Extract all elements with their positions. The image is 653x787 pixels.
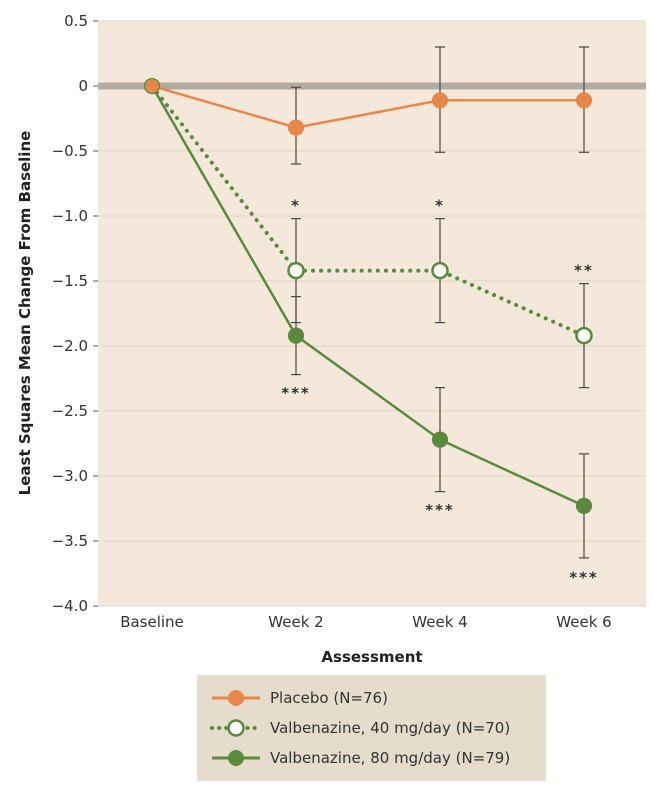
y-tick-label: −0.5 <box>52 142 88 160</box>
legend-item-valbenazine-80: Valbenazine, 80 mg/day (N=79) <box>212 749 510 767</box>
x-tick-label: Week 4 <box>412 613 467 631</box>
y-tick-label: 0.5 <box>64 12 88 30</box>
series-markers <box>143 77 593 514</box>
series-line-2 <box>150 85 585 508</box>
significance-markers: * ************ <box>281 197 599 587</box>
significance-mark: *** <box>569 568 599 586</box>
x-tick-label: Baseline <box>120 613 184 631</box>
y-tick-label: −2.0 <box>52 337 88 355</box>
significance-mark: *** <box>281 384 311 402</box>
y-tick-label: −3.0 <box>52 467 88 485</box>
legend-label-valbenazine-80: Valbenazine, 80 mg/day (N=79) <box>270 749 510 767</box>
x-axis-title: Assessment <box>321 648 422 666</box>
significance-mark: * <box>291 197 301 215</box>
legend-marker-placebo <box>228 690 244 706</box>
x-tick-label: Week 2 <box>268 613 323 631</box>
significance-mark: *** <box>425 501 455 519</box>
zero-reference-line <box>98 82 646 90</box>
legend-label-placebo: Placebo (N=76) <box>270 689 388 707</box>
significance-mark: * <box>435 197 445 215</box>
legend-marker-valbenazine-40 <box>227 719 245 737</box>
data-point-series-0 <box>575 92 593 109</box>
x-tick-label: Week 6 <box>556 613 611 631</box>
y-tick-label: −1.5 <box>52 272 88 290</box>
y-axis-title: Least Squares Mean Change From Baseline <box>16 131 34 496</box>
data-point-series-2 <box>575 497 593 514</box>
legend-item-valbenazine-40: Valbenazine, 40 mg/day (N=70) <box>210 719 510 737</box>
data-point-series-0 <box>143 77 161 95</box>
plot-area: * ************ <box>98 20 646 607</box>
legend-label-valbenazine-40: Valbenazine, 40 mg/day (N=70) <box>270 719 510 737</box>
data-point-series-1 <box>431 261 449 280</box>
y-tick-label: −4.0 <box>52 597 88 615</box>
significance-mark: ** <box>574 262 594 280</box>
series-line-1 <box>150 84 586 338</box>
plot-background <box>98 21 646 606</box>
data-point-series-2 <box>287 327 305 344</box>
data-point-series-0 <box>431 92 449 109</box>
x-axis-ticks: Baseline Week 2 Week 4 Week 6 <box>120 613 612 631</box>
series-line-0 <box>151 84 584 129</box>
data-point-series-1 <box>287 261 305 280</box>
y-tick-label: −1.0 <box>52 207 88 225</box>
legend: Placebo (N=76) Valbenazine, 40 mg/day (N… <box>197 675 546 781</box>
legend-item-placebo: Placebo (N=76) <box>212 689 388 707</box>
data-point-series-0 <box>287 119 305 136</box>
legend-marker-valbenazine-80 <box>228 750 244 766</box>
data-point-series-1 <box>575 326 593 345</box>
y-axis-ticks: 0.5 0 −0.5 −1.0 −1.5 −2.0 −2.5 −3.0 −3.5 −4.0 <box>52 12 98 615</box>
data-point-series-2 <box>431 431 449 448</box>
series-lines <box>150 84 586 508</box>
y-tick-label: 0 <box>78 77 88 95</box>
y-tick-label: −3.5 <box>52 532 88 550</box>
y-tick-label: −2.5 <box>52 402 88 420</box>
